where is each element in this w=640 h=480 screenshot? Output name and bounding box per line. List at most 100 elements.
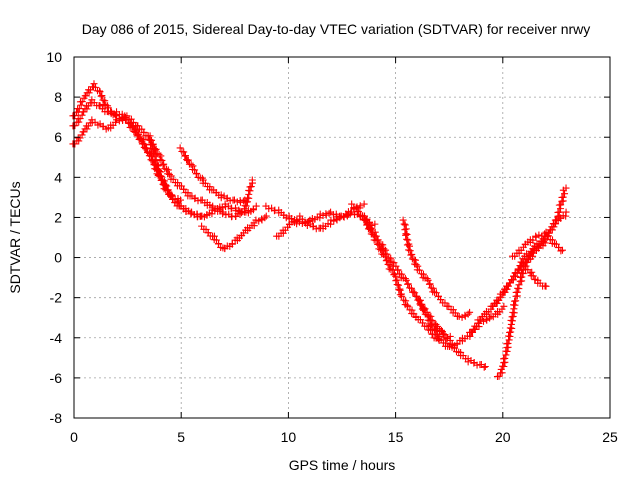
plot-frame: [73, 56, 611, 419]
data-point: [418, 305, 426, 313]
y-tick-label: -8: [50, 410, 63, 426]
data-point: [429, 325, 437, 333]
data-point: [168, 191, 176, 199]
data-point: [518, 269, 526, 277]
data-point: [241, 196, 249, 204]
data-point: [504, 339, 512, 347]
data-point: [401, 226, 409, 234]
x-tick-label: 15: [388, 429, 404, 445]
data-point: [412, 261, 420, 269]
data-point: [249, 206, 257, 214]
data-point: [415, 266, 423, 274]
data-point: [433, 331, 441, 339]
data-point: [505, 336, 513, 344]
y-tick-label: -2: [50, 290, 63, 306]
data-points: [69, 80, 570, 381]
data-point: [78, 111, 86, 119]
data-point: [561, 190, 569, 198]
data-point: [151, 146, 159, 154]
data-point: [432, 289, 440, 297]
x-tick-label: 0: [70, 429, 78, 445]
data-point: [514, 265, 522, 273]
data-point: [364, 220, 372, 228]
data-point: [400, 220, 408, 228]
x-tick-label: 25: [602, 429, 618, 445]
y-axis-label: SDTVAR / TECUs: [7, 181, 23, 293]
data-point: [502, 347, 510, 355]
data-point: [212, 236, 220, 244]
data-point: [325, 209, 333, 217]
data-point: [382, 246, 390, 254]
data-point: [443, 335, 451, 343]
data-point: [423, 311, 431, 319]
data-point: [149, 141, 157, 149]
data-point: [402, 276, 410, 284]
data-point: [399, 216, 407, 224]
data-point: [387, 254, 395, 262]
data-point: [152, 145, 160, 153]
data-point: [180, 148, 188, 156]
data-point: [416, 297, 424, 305]
data-point: [510, 301, 518, 309]
data-point: [392, 262, 400, 270]
series-track-6: [198, 212, 270, 253]
data-point: [156, 156, 164, 164]
data-point: [176, 144, 184, 152]
data-point: [162, 181, 170, 189]
data-point: [500, 302, 508, 310]
series-track-18: [487, 208, 570, 310]
data-point: [155, 150, 163, 158]
y-tick-label: -6: [50, 370, 63, 386]
y-tick-label: 10: [46, 49, 62, 65]
series-track-13: [433, 322, 489, 371]
data-point: [95, 87, 103, 95]
data-point: [486, 314, 494, 322]
data-point: [139, 140, 147, 148]
data-point: [423, 275, 431, 283]
data-point: [138, 135, 146, 143]
data-point: [336, 214, 344, 222]
data-point: [412, 256, 420, 264]
data-point: [160, 160, 168, 168]
series-track-5: [176, 144, 249, 206]
data-point: [214, 240, 222, 248]
data-point: [558, 246, 566, 254]
data-point: [142, 145, 150, 153]
data-point: [426, 317, 434, 325]
data-point: [428, 321, 436, 329]
data-point: [149, 140, 157, 148]
data-point: [121, 114, 129, 122]
data-point: [390, 271, 398, 279]
data-point: [101, 97, 109, 105]
data-point: [515, 281, 523, 289]
data-point: [164, 170, 172, 178]
data-point: [557, 201, 565, 209]
data-point: [165, 170, 173, 178]
data-point: [161, 165, 169, 173]
data-point: [383, 250, 391, 258]
data-point: [346, 210, 354, 218]
data-point: [408, 255, 416, 263]
data-point: [362, 216, 370, 224]
data-point: [404, 280, 412, 288]
data-point: [509, 308, 517, 316]
data-point: [398, 292, 406, 300]
data-point: [261, 214, 269, 222]
data-point: [77, 101, 85, 109]
data-point: [248, 176, 256, 184]
data-point: [163, 165, 171, 173]
data-point: [507, 316, 515, 324]
data-point: [513, 268, 521, 276]
data-point: [417, 301, 425, 309]
data-point: [354, 208, 362, 216]
data-point: [262, 212, 270, 220]
data-point: [471, 325, 479, 333]
x-tick-label: 10: [281, 429, 297, 445]
data-point: [148, 136, 156, 144]
data-point: [406, 242, 414, 250]
axis-ticks: [73, 56, 611, 419]
data-point: [427, 321, 435, 329]
data-point: [239, 197, 247, 205]
data-point: [474, 319, 482, 327]
y-tick-label: 0: [54, 250, 62, 266]
